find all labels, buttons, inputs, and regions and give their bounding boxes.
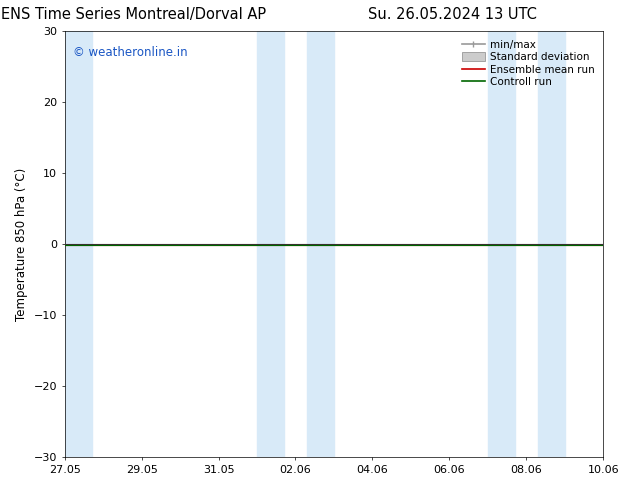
Bar xyxy=(538,31,565,457)
Bar xyxy=(488,31,515,457)
Y-axis label: Temperature 850 hPa (°C): Temperature 850 hPa (°C) xyxy=(15,168,28,321)
Text: © weatheronline.in: © weatheronline.in xyxy=(73,46,188,59)
Bar xyxy=(257,31,284,457)
Text: Su. 26.05.2024 13 UTC: Su. 26.05.2024 13 UTC xyxy=(368,7,536,23)
Bar xyxy=(65,31,92,457)
Bar xyxy=(307,31,334,457)
Text: ENS Time Series Montreal/Dorval AP: ENS Time Series Montreal/Dorval AP xyxy=(1,7,266,23)
Legend: min/max, Standard deviation, Ensemble mean run, Controll run: min/max, Standard deviation, Ensemble me… xyxy=(459,36,598,91)
